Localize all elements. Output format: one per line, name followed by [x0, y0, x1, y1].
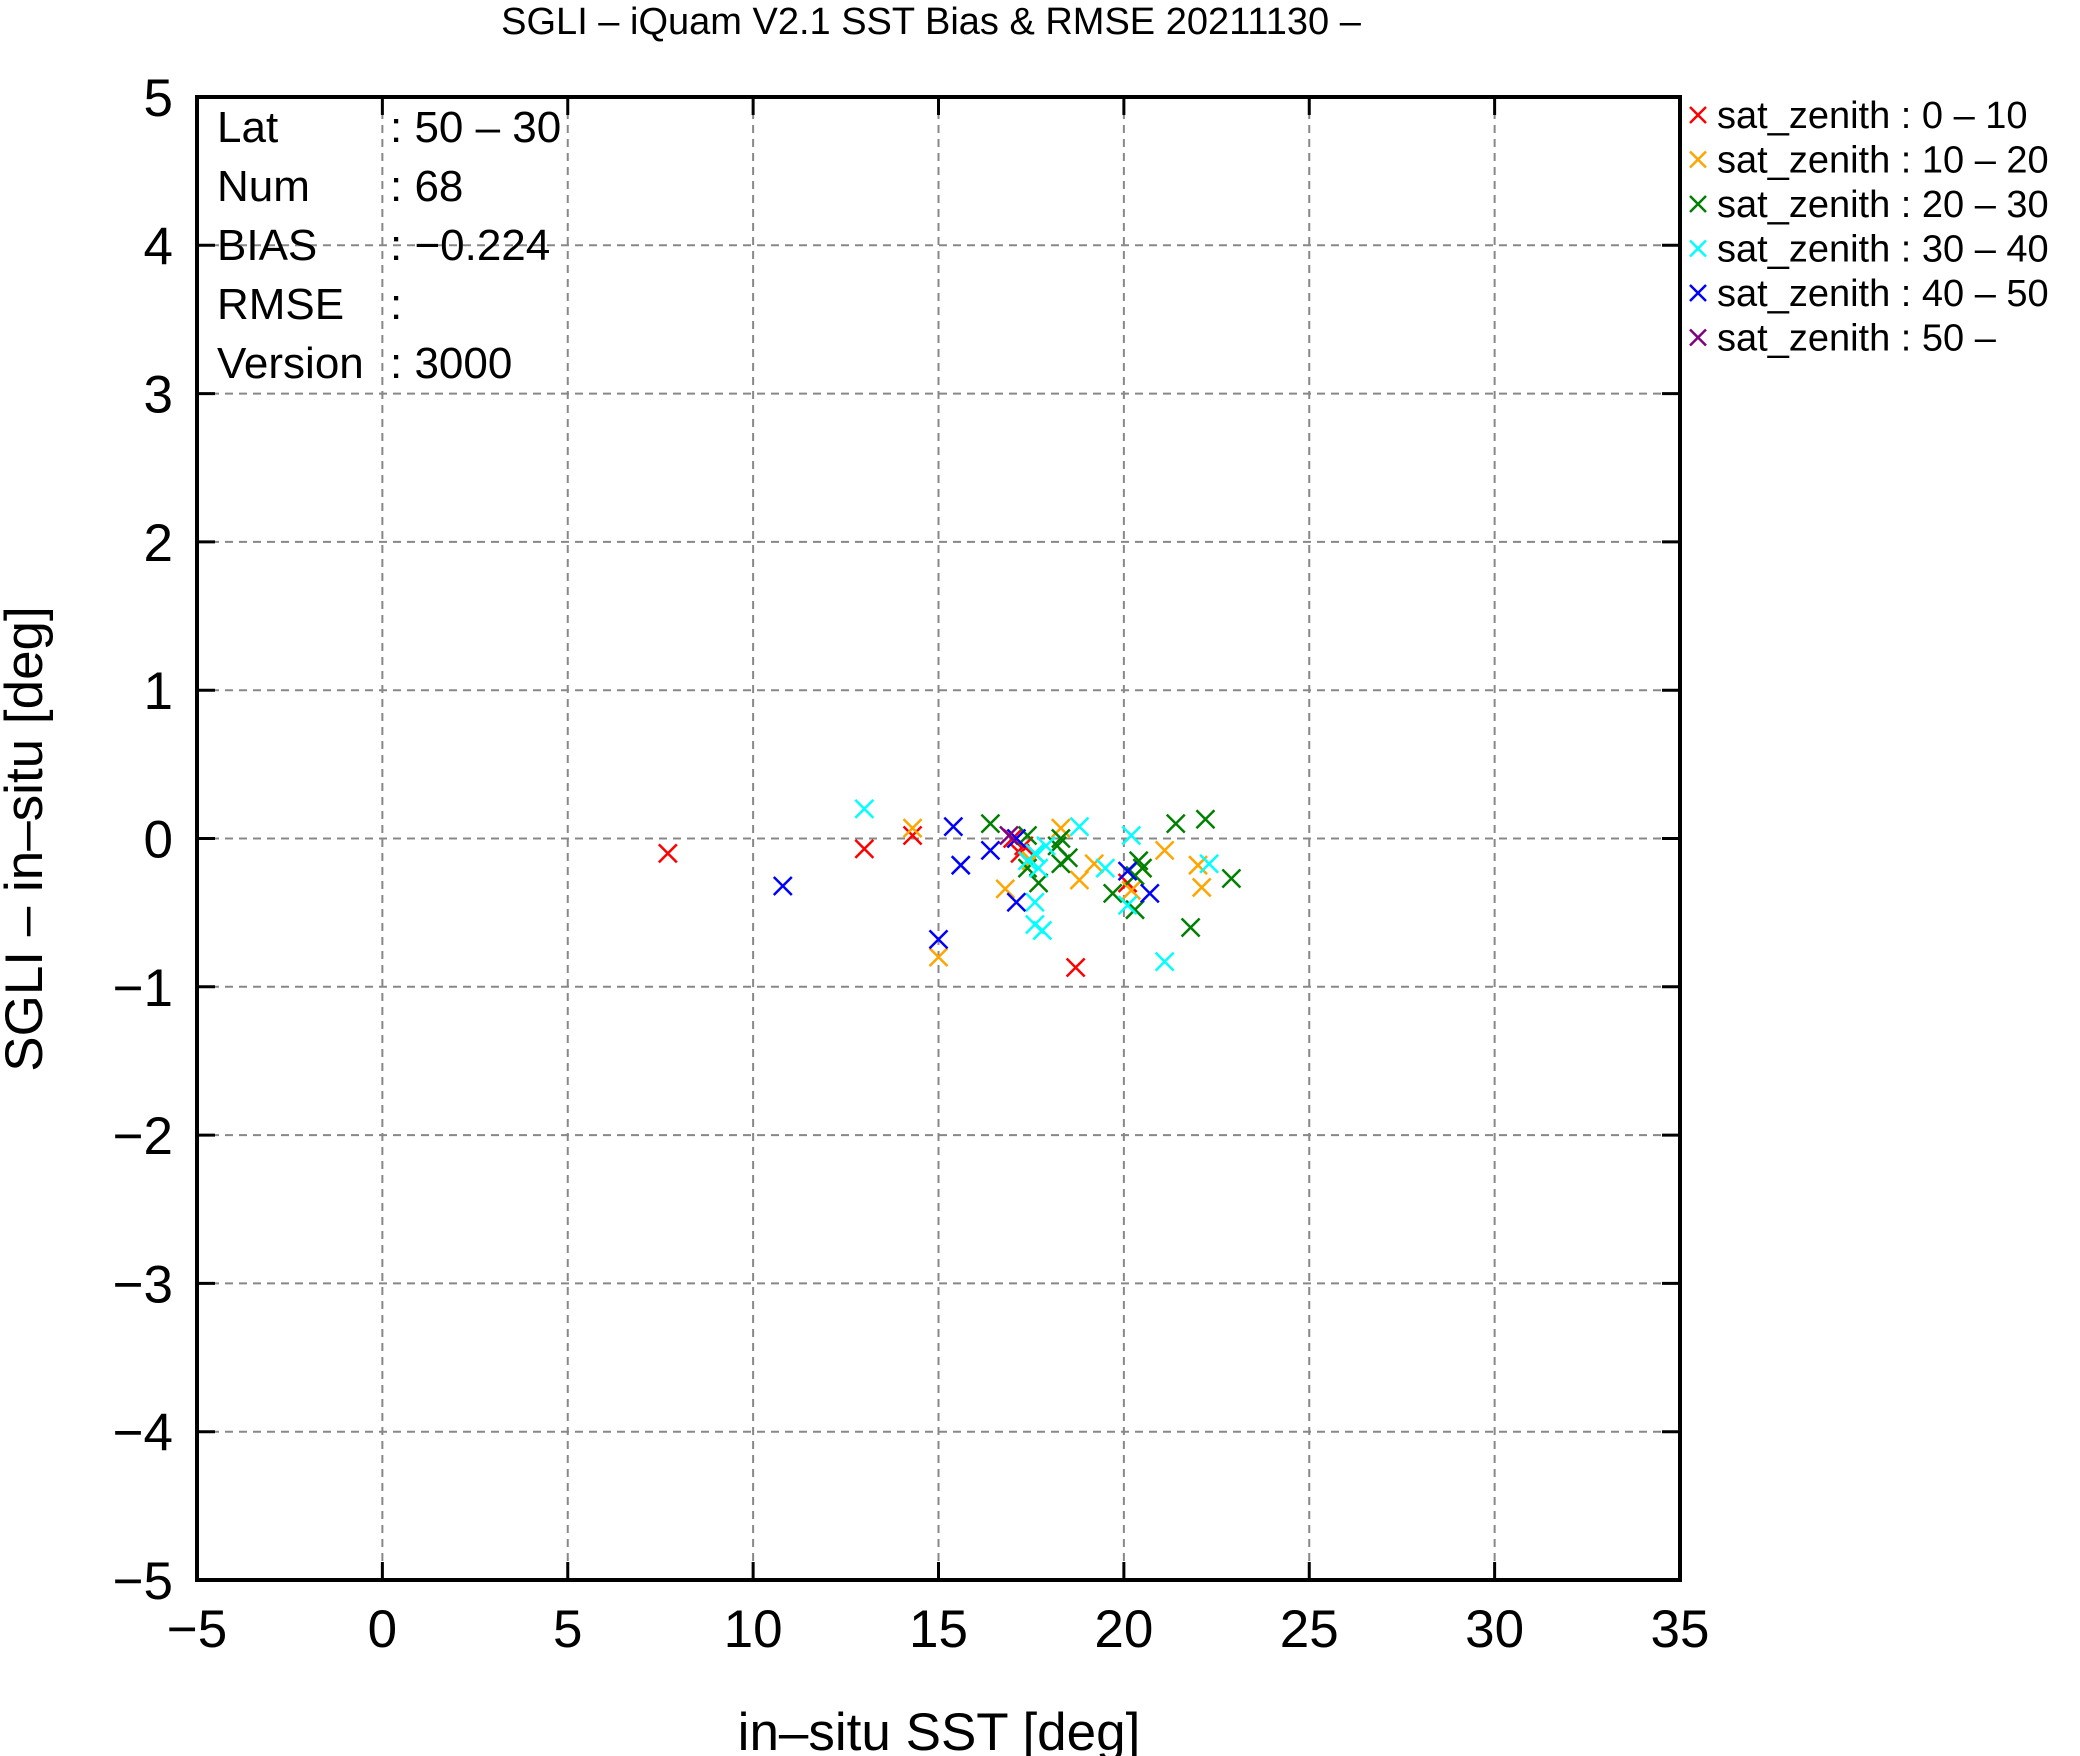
- plot-frame: [195, 95, 1682, 1582]
- data-point: [999, 825, 1019, 846]
- legend-label: sat_zenith : 50 –: [1717, 318, 1997, 360]
- legend-marker: [1689, 106, 1707, 124]
- legend-marker: [1689, 328, 1707, 347]
- data-point: [1117, 895, 1138, 916]
- data-points: [657, 798, 1242, 978]
- data-point: [928, 947, 949, 968]
- data-point: [1050, 818, 1071, 839]
- data-point: [1117, 861, 1138, 882]
- stats-value: : 3000: [390, 339, 512, 388]
- data-point: [1025, 843, 1045, 864]
- data-point: [854, 798, 875, 819]
- data-point: [980, 840, 1001, 861]
- x-tick-label: 5: [553, 1600, 582, 1659]
- x-tick-label: 35: [1651, 1600, 1710, 1659]
- legend-label: sat_zenith : 20 – 30: [1717, 184, 2049, 226]
- data-point: [1121, 825, 1142, 846]
- data-point: [1221, 868, 1242, 889]
- stats-value: : 50 – 30: [390, 103, 561, 152]
- axis-ticks: −5 0 5 10 15 20 25 30 35 −5 −4 −3 −2 −1 0 1 2 3 4 5: [113, 69, 1710, 1659]
- y-tick-label: −3: [113, 1255, 173, 1314]
- stats-label: Lat: [217, 103, 278, 152]
- stats-box: Lat : 50 – 30 Num : 68 BIAS : −0.224 RMSE: Vers…: [217, 103, 561, 388]
- x-tick-label: 15: [909, 1600, 968, 1659]
- stats-value: : −0.224: [390, 221, 550, 270]
- data-point: [1069, 870, 1090, 890]
- data-point: [772, 876, 793, 896]
- stats-value: : 68: [390, 162, 463, 211]
- data-point: [1050, 828, 1071, 849]
- chart-title: SGLI – iQuam V2.1 SST Bias & RMSE 202111…: [501, 1, 1362, 43]
- legend-label: sat_zenith : 30 – 40: [1717, 229, 2049, 271]
- y-tick-label: −4: [113, 1404, 173, 1463]
- data-point: [657, 843, 678, 864]
- data-point: [902, 825, 923, 846]
- data-point: [902, 818, 923, 839]
- legend-marker: [1689, 239, 1707, 258]
- y-axis-label: SGLI – in–situ [deg]: [0, 606, 54, 1072]
- data-point: [1069, 816, 1090, 837]
- data-point: [1017, 825, 1038, 846]
- stats-label: RMSE: [217, 280, 344, 329]
- data-point: [1095, 858, 1116, 879]
- data-point: [1102, 883, 1123, 904]
- data-point: [1199, 853, 1220, 874]
- legend-marker: [1689, 195, 1707, 213]
- data-point: [1036, 836, 1056, 856]
- data-point: [1165, 813, 1186, 834]
- data-point: [1121, 880, 1142, 901]
- stats-label: BIAS: [217, 221, 317, 270]
- legend-label: sat_zenith : 40 – 50: [1717, 273, 2049, 315]
- x-tick-label: −5: [167, 1600, 227, 1659]
- data-point: [1084, 853, 1105, 874]
- data-point: [943, 816, 964, 837]
- x-tick-label: 25: [1280, 1600, 1339, 1659]
- data-point: [1058, 847, 1079, 868]
- y-tick-label: −2: [113, 1107, 173, 1166]
- y-tick-label: −5: [113, 1552, 173, 1611]
- x-axis-label: in–situ SST [deg]: [738, 1703, 1141, 1756]
- stats-value: :: [390, 280, 402, 329]
- legend-label: sat_zenith : 0 – 10: [1717, 95, 2028, 137]
- data-point: [1065, 957, 1086, 978]
- data-point: [1195, 809, 1216, 830]
- data-point: [950, 855, 971, 876]
- y-tick-label: −1: [113, 959, 173, 1018]
- data-point: [995, 879, 1016, 899]
- data-point: [1006, 892, 1027, 913]
- x-tick-label: 0: [368, 1600, 397, 1659]
- data-point: [854, 838, 875, 859]
- data-point: [1028, 858, 1049, 879]
- stats-label: Num: [217, 162, 310, 211]
- x-tick-label: 10: [724, 1600, 783, 1659]
- data-point: [1139, 883, 1160, 904]
- grid-lines: [197, 97, 1680, 1580]
- x-tick-label: 30: [1465, 1600, 1524, 1659]
- data-point: [928, 929, 949, 950]
- y-tick-label: 0: [144, 811, 173, 870]
- data-point: [1191, 877, 1212, 898]
- data-point: [1154, 951, 1175, 972]
- data-point: [1028, 873, 1049, 893]
- y-tick-label: 3: [144, 366, 173, 425]
- y-tick-label: 2: [144, 514, 173, 573]
- y-tick-label: 5: [144, 69, 173, 128]
- legend-label: sat_zenith : 10 – 20: [1717, 140, 2049, 182]
- data-point: [1025, 892, 1045, 913]
- legend-marker: [1689, 284, 1707, 302]
- stats-label: Version: [217, 339, 364, 388]
- data-point: [980, 813, 1001, 834]
- data-point: [1032, 920, 1053, 941]
- y-tick-label: 4: [144, 217, 173, 276]
- data-point: [1154, 840, 1175, 861]
- y-tick-label: 1: [144, 662, 173, 721]
- data-point: [1180, 917, 1201, 938]
- x-tick-label: 20: [1094, 1600, 1153, 1659]
- legend-marker: [1689, 150, 1707, 169]
